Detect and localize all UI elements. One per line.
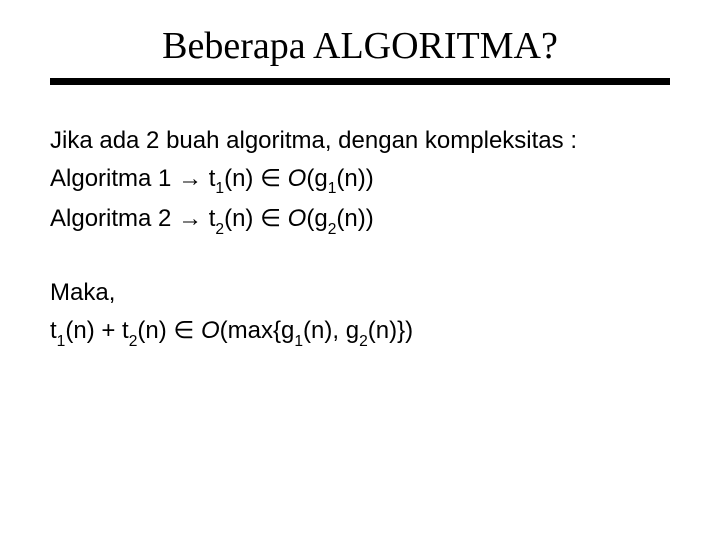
sub-r2b: 2	[359, 333, 368, 350]
big-o: O	[288, 205, 307, 232]
sub-r1b: 1	[294, 333, 303, 350]
title-underline	[50, 78, 670, 85]
sub-r2: 2	[129, 333, 138, 350]
algorithm-1-line: Algoritma 1 → t1(n) ∈ O(g1(n))	[50, 161, 670, 199]
maka-line: Maka,	[50, 275, 670, 311]
algorithm-2-line: Algoritma 2 → t2(n) ∈ O(g2(n))	[50, 201, 670, 239]
element-of: ∈	[260, 205, 288, 232]
alg1-label: Algoritma 1	[50, 165, 178, 192]
sub-1: 1	[215, 180, 224, 197]
n-paren: (n)	[224, 165, 260, 192]
mid: (n), g	[303, 317, 359, 344]
g-open: (g	[306, 165, 327, 192]
big-o: O	[201, 317, 220, 344]
alg2-label: Algoritma 2	[50, 205, 178, 232]
element-of: ∈	[173, 317, 201, 344]
n-close: (n))	[336, 165, 373, 192]
big-o: O	[288, 165, 307, 192]
max-open: (max{g	[220, 317, 295, 344]
sub-2b: 2	[328, 221, 337, 238]
g-open: (g	[306, 205, 327, 232]
end: (n)})	[368, 317, 413, 344]
arrow-icon: →	[178, 205, 202, 232]
spacer	[50, 241, 670, 275]
slide-title: Beberapa ALGORITMA?	[50, 24, 670, 68]
after-t2: (n)	[137, 317, 173, 344]
intro-line: Jika ada 2 buah algoritma, dengan komple…	[50, 123, 670, 159]
arrow-icon: →	[178, 165, 202, 192]
n-paren: (n)	[224, 205, 260, 232]
body-content: Jika ada 2 buah algoritma, dengan komple…	[50, 123, 670, 352]
result-line: t1(n) + t2(n) ∈ O(max{g1(n), g2(n)})	[50, 313, 670, 351]
t1: t	[50, 317, 57, 344]
plus-part: (n) + t	[65, 317, 128, 344]
n-close: (n))	[336, 205, 373, 232]
element-of: ∈	[260, 165, 288, 192]
sub-1b: 1	[328, 180, 337, 197]
sub-2: 2	[215, 221, 224, 238]
sub-r1: 1	[57, 333, 66, 350]
